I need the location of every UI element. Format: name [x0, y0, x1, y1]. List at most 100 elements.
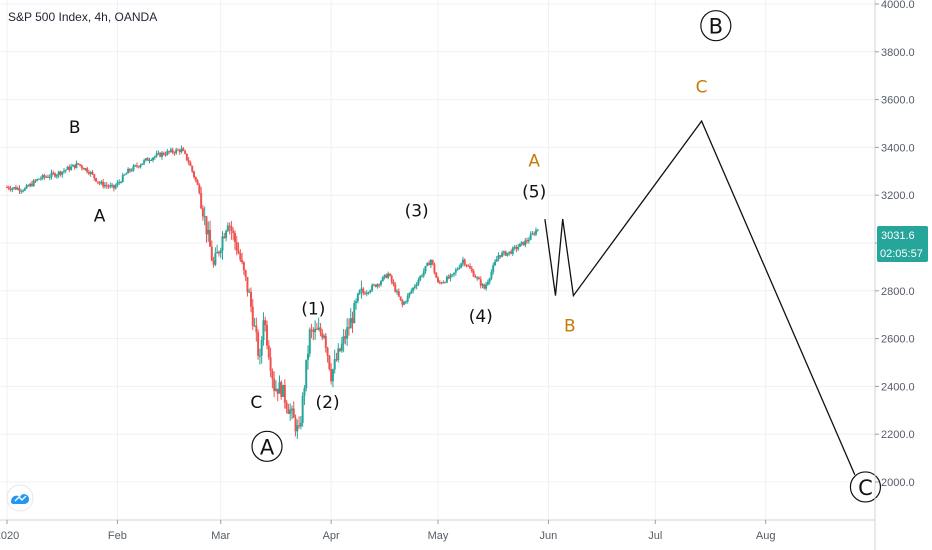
- candle-body: [526, 240, 529, 242]
- candle-body: [139, 164, 142, 167]
- candle-body: [25, 185, 28, 189]
- candle-body: [9, 188, 12, 190]
- candle-body: [173, 152, 176, 154]
- candle-body: [102, 181, 105, 187]
- candle-body: [422, 271, 425, 276]
- candle-body: [34, 180, 37, 182]
- candle-body: [273, 378, 276, 391]
- candle-body: [143, 160, 146, 164]
- candle-body: [460, 263, 463, 268]
- candle-body: [397, 291, 400, 297]
- candle-body: [166, 151, 169, 155]
- candle-body: [415, 284, 418, 287]
- candle-body: [337, 348, 340, 361]
- candle-body: [305, 359, 308, 389]
- candle-body: [114, 185, 117, 189]
- candle-body: [91, 172, 94, 175]
- candle-body: [319, 327, 322, 333]
- candle-body: [342, 336, 345, 344]
- candle-body: [340, 343, 343, 351]
- candle-body: [401, 299, 404, 305]
- candle-body: [18, 188, 21, 191]
- candle-body: [372, 284, 375, 286]
- time-axis[interactable]: 2020 Feb Mar Apr May Jun Jul Aug: [0, 520, 775, 542]
- tradingview-logo[interactable]: [6, 484, 34, 512]
- candle-body: [16, 188, 19, 190]
- candle-body: [394, 284, 397, 292]
- candle-body: [75, 163, 78, 168]
- candle-body: [30, 183, 33, 187]
- candle-body: [251, 306, 254, 326]
- candle-body: [474, 276, 477, 278]
- candle-body: [330, 369, 333, 382]
- candle-body: [431, 259, 434, 265]
- candle-body: [283, 384, 286, 403]
- candle-body: [82, 167, 85, 170]
- candle-body: [233, 232, 236, 242]
- candle-body: [282, 384, 285, 397]
- candle-body: [50, 172, 53, 177]
- candle-body: [331, 369, 334, 382]
- candle-body: [347, 327, 350, 329]
- wave-label: (5): [522, 183, 546, 203]
- time-tick-label: May: [428, 530, 449, 542]
- candle-body: [289, 410, 292, 414]
- candle-body: [453, 272, 456, 275]
- candle-body: [486, 281, 489, 285]
- price-tick-label: 3400.0: [881, 142, 915, 154]
- candle-body: [258, 355, 261, 357]
- candle-body: [315, 328, 318, 330]
- candle-body: [266, 325, 269, 346]
- candle-body: [105, 185, 108, 187]
- candle-body: [269, 357, 272, 371]
- candle-body: [506, 252, 509, 256]
- candle-body: [369, 290, 372, 293]
- wave-label: (3): [405, 202, 429, 222]
- candle-body: [225, 231, 228, 238]
- candle-body: [61, 171, 64, 175]
- candle-body: [529, 234, 532, 240]
- candle-body: [287, 408, 290, 414]
- time-tick-label: Mar: [211, 530, 230, 542]
- candle-body: [159, 152, 162, 157]
- candle-body: [433, 264, 436, 273]
- candle-body: [339, 348, 342, 351]
- candle-body: [290, 408, 293, 411]
- wave-label-minor: C: [696, 77, 708, 97]
- candle-body: [148, 160, 151, 162]
- candle-body: [502, 251, 505, 253]
- candle-body: [121, 174, 124, 183]
- candle-body: [438, 282, 441, 284]
- candle-body: [335, 359, 338, 361]
- candle-body: [103, 185, 106, 187]
- candle-body: [419, 276, 422, 281]
- candle-body: [217, 251, 220, 254]
- candle-body: [470, 268, 473, 272]
- candle-body: [488, 278, 491, 282]
- candle-body: [344, 336, 347, 339]
- candle-body: [14, 187, 17, 190]
- candle-body: [517, 246, 520, 250]
- wave-labels: B A C A (1) (2) (3) (4) (5) A B C B C: [69, 10, 882, 503]
- candle-body: [242, 262, 245, 271]
- candle-body: [146, 158, 149, 161]
- candle-body: [189, 162, 192, 166]
- candle-body: [64, 169, 67, 171]
- candle-body: [23, 188, 26, 191]
- candle-body: [178, 149, 181, 153]
- candle-body: [169, 149, 172, 152]
- price-tick-label: 2200.0: [881, 429, 915, 441]
- candle-body: [185, 153, 188, 161]
- candle-body: [241, 259, 244, 263]
- candle-body: [483, 284, 486, 289]
- candle-body: [191, 165, 194, 172]
- candle-body: [324, 335, 327, 348]
- candle-body: [481, 284, 484, 286]
- candle-body: [518, 243, 521, 247]
- candle-body: [93, 174, 96, 179]
- candle-body: [201, 208, 204, 217]
- candle-body: [458, 267, 461, 269]
- candle-body: [209, 229, 212, 247]
- candle-body: [280, 382, 283, 397]
